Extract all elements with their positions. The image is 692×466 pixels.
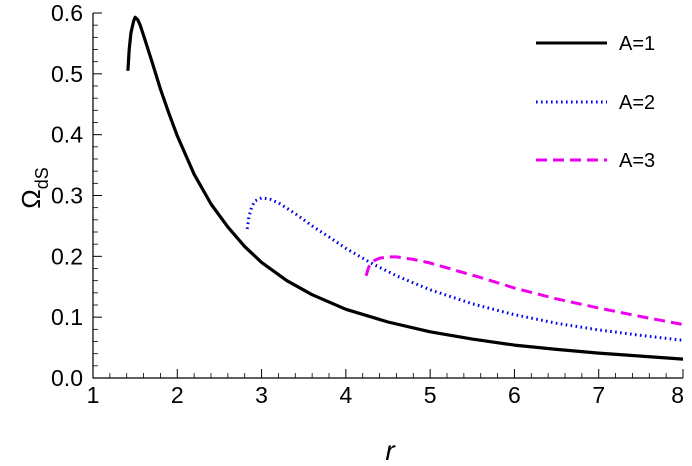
y-tick-label: 0.3 — [51, 183, 83, 209]
x-tick-label: 3 — [255, 382, 268, 408]
y-tick-label: 0.5 — [51, 61, 83, 87]
series-layer — [126, 15, 684, 361]
x-tick-label: 8 — [671, 382, 684, 408]
y-axis-title-subscript: dS — [32, 167, 52, 189]
y-axis-title-main: Ω — [16, 189, 46, 208]
y-tick-label: 0.1 — [51, 304, 83, 330]
x-axis-title: r — [385, 435, 396, 466]
legend-label-1: A=1 — [619, 33, 655, 55]
axes-layer: 1 2 3 4 5 6 7 8 0.0 0.1 0.2 0.3 0.4 0.5 0.6 — [51, 0, 684, 408]
series-line-3 — [364, 255, 684, 326]
x-tick-label: 1 — [87, 382, 100, 408]
legend-label-3: A=3 — [619, 150, 655, 172]
y-axis-title: ΩdS — [16, 167, 52, 208]
x-tick-label: 7 — [592, 382, 605, 408]
x-tick-label: 6 — [508, 382, 521, 408]
legend-label-2: A=2 — [619, 92, 655, 114]
series-line-2 — [245, 196, 684, 342]
x-tick-label: 2 — [171, 382, 184, 408]
y-tick-label: 0.0 — [51, 365, 83, 391]
series-line-1 — [126, 15, 684, 361]
y-tick-label: 0.6 — [51, 0, 83, 26]
x-tick-label: 4 — [339, 382, 352, 408]
y-tick-label: 0.4 — [51, 122, 83, 148]
legend: A=1 A=2 A=3 — [536, 33, 655, 172]
x-tick-label: 5 — [424, 382, 437, 408]
y-tick-label: 0.2 — [51, 243, 83, 269]
